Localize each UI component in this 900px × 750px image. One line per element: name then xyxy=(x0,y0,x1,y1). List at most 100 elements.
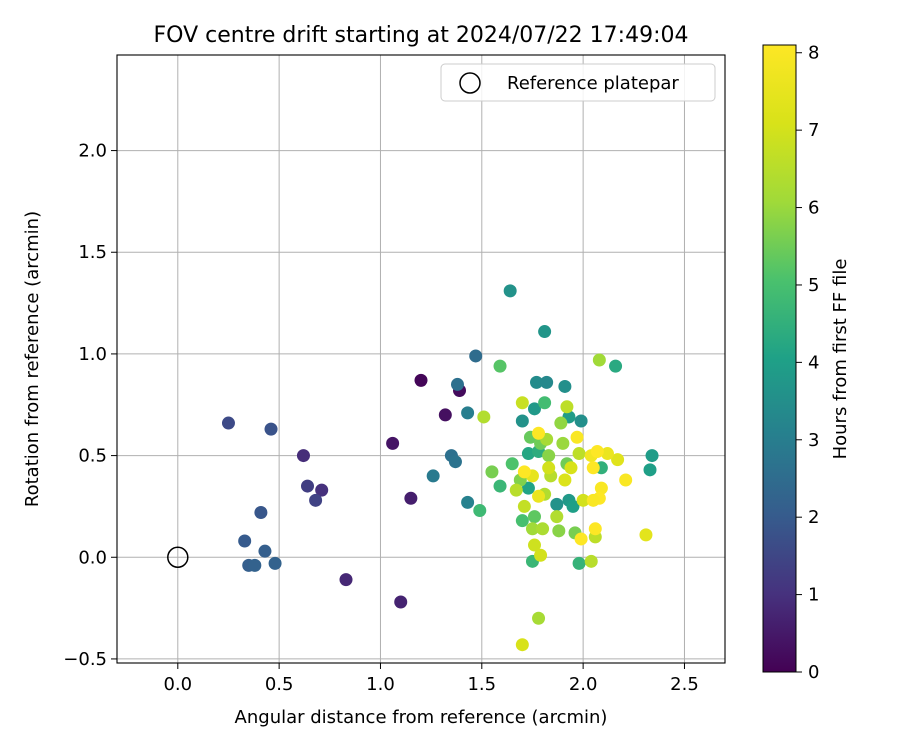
y-tick-label: 0.5 xyxy=(78,446,107,467)
data-point xyxy=(588,522,602,536)
y-tick-label: −0.5 xyxy=(63,649,107,670)
y-axis-ticks: −0.5 0.0 0.5 1.0 1.5 2.0 xyxy=(63,141,117,670)
colorbar-tick-label: 6 xyxy=(808,198,819,219)
data-point xyxy=(542,461,556,475)
data-point xyxy=(394,595,408,609)
colorbar-tick-label: 2 xyxy=(808,507,819,528)
colorbar: 0 1 2 3 4 5 6 7 8 Hours from first FF file xyxy=(762,43,851,683)
data-point xyxy=(536,522,550,536)
data-point xyxy=(473,503,487,517)
legend-label: Reference platepar xyxy=(507,73,679,94)
data-point xyxy=(386,436,400,450)
data-point xyxy=(590,445,604,459)
grid xyxy=(117,55,725,663)
data-point xyxy=(643,463,657,477)
x-tick-label: 1.5 xyxy=(467,674,496,695)
data-point xyxy=(576,493,590,507)
y-tick-label: 2.0 xyxy=(78,141,107,162)
y-tick-label: 1.0 xyxy=(78,344,107,365)
colorbar-label: Hours from first FF file xyxy=(830,259,851,460)
data-point xyxy=(258,544,272,558)
reference-platepar-marker xyxy=(167,546,189,569)
data-point xyxy=(521,447,535,461)
data-point xyxy=(505,457,519,471)
data-point xyxy=(619,473,633,487)
data-point xyxy=(645,449,659,463)
data-point xyxy=(509,483,523,497)
plot-frame xyxy=(116,54,726,664)
y-tick-label: 1.5 xyxy=(78,242,107,263)
data-point xyxy=(594,481,608,495)
data-point xyxy=(268,556,282,570)
data-point xyxy=(550,497,564,511)
data-point xyxy=(414,373,428,387)
data-point xyxy=(461,406,475,420)
data-point xyxy=(570,430,584,444)
data-point xyxy=(566,499,580,513)
colorbar-gradient xyxy=(763,45,796,672)
x-tick-label: 0.5 xyxy=(265,674,294,695)
data-point xyxy=(574,414,588,428)
data-points xyxy=(221,284,659,652)
data-point xyxy=(485,465,499,479)
data-point xyxy=(556,436,570,450)
data-point xyxy=(517,465,531,479)
legend-box xyxy=(440,63,716,102)
data-point xyxy=(438,408,452,422)
data-point xyxy=(301,479,315,493)
data-point xyxy=(532,611,546,625)
x-tick-label: 2.0 xyxy=(569,674,598,695)
data-point xyxy=(534,548,548,562)
data-point xyxy=(554,416,568,430)
data-point xyxy=(538,325,552,339)
data-point xyxy=(558,379,572,393)
data-point xyxy=(639,528,653,542)
x-axis-label: Angular distance from reference (arcmin) xyxy=(235,707,608,728)
data-point xyxy=(254,506,268,520)
data-point xyxy=(572,556,586,570)
data-point xyxy=(426,469,440,483)
legend-marker xyxy=(459,72,481,94)
colorbar-tick-label: 0 xyxy=(808,662,819,683)
colorbar-ticks: 0 1 2 3 4 5 6 7 8 xyxy=(796,43,819,683)
data-point xyxy=(517,499,531,513)
data-point xyxy=(611,453,625,467)
data-point xyxy=(574,532,588,546)
data-point xyxy=(538,396,552,410)
data-point xyxy=(264,422,278,436)
data-point xyxy=(404,491,418,505)
data-point xyxy=(525,522,539,536)
data-point xyxy=(584,554,598,568)
data-point xyxy=(461,495,475,509)
y-axis-label: Rotation from reference (arcmin) xyxy=(22,211,43,507)
x-tick-label: 2.5 xyxy=(670,674,699,695)
data-point xyxy=(527,510,541,524)
data-point xyxy=(558,473,572,487)
data-point xyxy=(477,410,491,424)
x-axis-ticks: 0.0 0.5 1.0 1.5 2.0 2.5 xyxy=(163,663,699,695)
data-point xyxy=(564,461,578,475)
data-point xyxy=(552,524,566,538)
colorbar-frame xyxy=(762,44,797,673)
data-point xyxy=(586,493,600,507)
data-point xyxy=(450,377,464,391)
chart-title: FOV centre drift starting at 2024/07/22 … xyxy=(154,23,689,48)
data-point xyxy=(572,447,586,461)
data-point xyxy=(532,426,546,440)
data-point xyxy=(238,534,252,548)
data-point xyxy=(527,402,541,416)
data-point xyxy=(527,538,541,552)
x-tick-label: 0.0 xyxy=(163,674,192,695)
data-point xyxy=(609,359,623,373)
data-point xyxy=(503,284,517,298)
x-tick-label: 1.0 xyxy=(366,674,395,695)
reference-point xyxy=(167,546,189,569)
y-tick-label: 0.0 xyxy=(78,547,107,568)
data-point xyxy=(515,514,529,528)
data-point xyxy=(515,638,529,652)
data-point xyxy=(248,558,262,572)
legend: Reference platepar xyxy=(440,63,716,102)
data-point xyxy=(493,359,507,373)
data-point xyxy=(530,375,544,389)
